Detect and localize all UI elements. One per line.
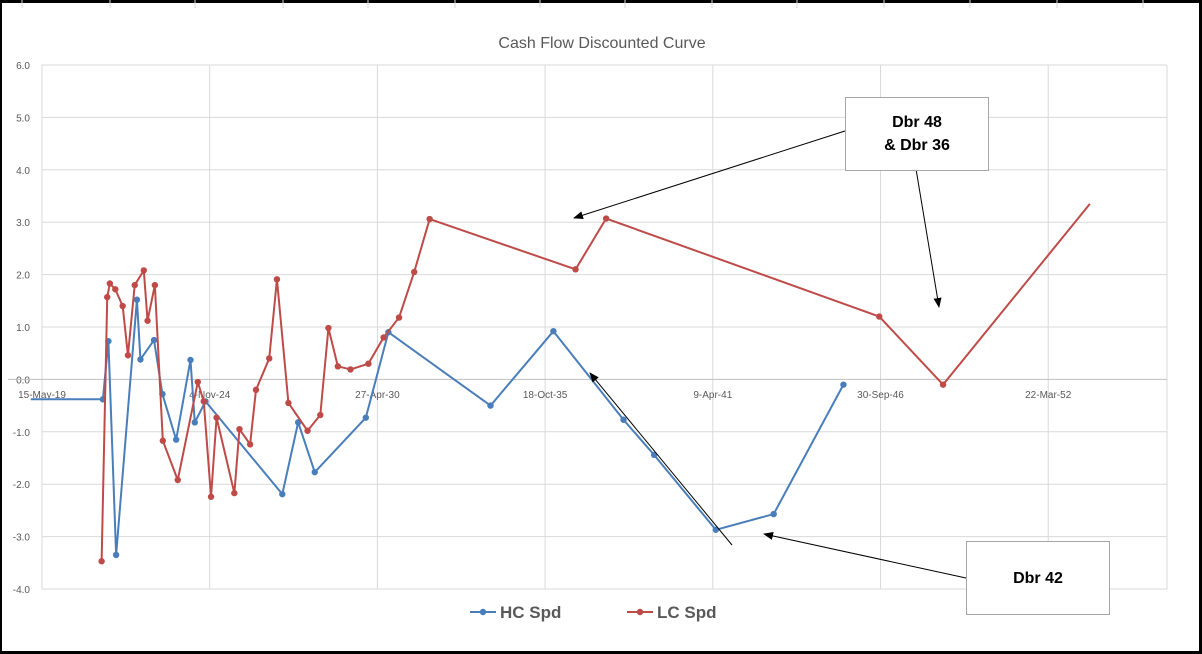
y-tick-label: 2.0 xyxy=(16,271,30,282)
data-point xyxy=(144,317,151,324)
y-tick-label: -2.0 xyxy=(13,480,31,491)
legend-item-lc-spd: LC Spd xyxy=(627,603,717,622)
data-point xyxy=(104,293,111,301)
y-axis-tick-labels: 6.0 5.0 4.0 3.0 2.0 1.0 0.0 -1.0 -2.0 -3.0 -4.0 xyxy=(13,61,31,596)
data-point xyxy=(174,476,181,484)
annotation-arrow-3 xyxy=(589,372,733,546)
data-point xyxy=(213,414,220,421)
x-tick-label: 27-Apr-30 xyxy=(355,390,400,401)
data-point xyxy=(266,355,273,362)
data-point xyxy=(279,490,286,498)
y-tick-label: 3.0 xyxy=(16,218,30,229)
data-point xyxy=(380,334,387,341)
data-point xyxy=(939,381,947,388)
annotation-callout-dbr42: Dbr 42 xyxy=(966,541,1110,615)
legend-label: LC Spd xyxy=(657,603,717,622)
legend: HC Spd LC Spd xyxy=(470,603,717,622)
data-point xyxy=(273,276,281,283)
data-point xyxy=(347,366,354,373)
annotation-line-2: & Dbr 36 xyxy=(884,137,950,154)
spreadsheet-cell-borders xyxy=(21,0,1144,8)
y-tick-label: 4.0 xyxy=(16,166,30,177)
data-point xyxy=(770,510,777,518)
data-point xyxy=(159,437,167,444)
data-point xyxy=(124,352,132,359)
data-point xyxy=(112,551,120,559)
y-tick-label: 1.0 xyxy=(16,323,30,334)
data-point xyxy=(550,327,557,335)
data-point xyxy=(252,386,260,394)
data-point xyxy=(106,280,114,287)
data-point xyxy=(395,314,403,321)
data-point xyxy=(133,296,141,303)
data-point xyxy=(317,411,324,419)
series-lc-spd xyxy=(98,203,1091,565)
annotation-callout-dbr48-dbr36: Dbr 48 & Dbr 36 xyxy=(845,97,989,171)
annotation-arrow-1 xyxy=(573,130,846,220)
data-point xyxy=(172,436,180,443)
annotation-arrows xyxy=(573,130,967,579)
data-point xyxy=(151,281,159,289)
data-point xyxy=(207,493,215,500)
data-point xyxy=(137,356,144,363)
data-point xyxy=(98,558,105,565)
annotation-line-1: Dbr 42 xyxy=(1013,569,1063,587)
data-point xyxy=(304,427,311,434)
series-layer xyxy=(30,203,1091,565)
data-point xyxy=(231,489,238,497)
x-axis-tick-labels: 15-May-19 4-Nov-24 27-Apr-30 18-Oct-35 9-Apr… xyxy=(18,390,1072,401)
data-point xyxy=(112,286,119,293)
chart-title: Cash Flow Discounted Curve xyxy=(498,35,705,52)
data-point xyxy=(119,302,126,310)
data-point xyxy=(572,266,579,273)
data-point xyxy=(140,267,147,274)
data-point xyxy=(131,281,138,289)
y-tick-label: -3.0 xyxy=(13,533,31,544)
x-tick-label: 9-Apr-41 xyxy=(693,390,732,401)
series-line xyxy=(30,298,845,556)
y-tick-label: 0.0 xyxy=(16,375,30,386)
annotation-arrow-2 xyxy=(915,168,942,308)
data-point xyxy=(187,356,194,364)
data-point xyxy=(487,402,494,409)
legend-marker-swatch xyxy=(636,608,644,616)
data-point xyxy=(334,363,342,370)
x-tick-label: 18-Oct-35 xyxy=(523,390,568,401)
data-point xyxy=(194,378,201,386)
data-point xyxy=(285,399,292,407)
y-tick-label: -4.0 xyxy=(13,585,31,596)
series-hc-spd xyxy=(30,296,847,559)
annotation-arrow-4 xyxy=(763,532,967,579)
data-point xyxy=(200,398,207,405)
data-point xyxy=(840,381,847,388)
legend-label: HC Spd xyxy=(500,603,561,622)
data-point xyxy=(365,360,372,367)
data-point xyxy=(150,336,158,344)
gridlines xyxy=(41,64,1168,590)
data-point xyxy=(602,215,610,222)
y-tick-label: 6.0 xyxy=(16,61,30,72)
data-point xyxy=(620,416,627,423)
annotation-line-1: Dbr 48 xyxy=(892,114,942,131)
data-point xyxy=(426,215,433,223)
data-point xyxy=(236,425,243,433)
y-tick-label: -1.0 xyxy=(13,428,31,439)
data-point xyxy=(411,268,418,276)
data-point xyxy=(712,526,720,533)
x-tick-label: 30-Sep-46 xyxy=(857,390,904,401)
data-point xyxy=(876,313,883,320)
x-tick-label: 4-Nov-24 xyxy=(189,390,231,401)
y-tick-label: 5.0 xyxy=(16,113,30,124)
x-tick-label: 15-May-19 xyxy=(18,390,66,401)
data-point xyxy=(362,414,370,421)
data-point xyxy=(191,419,198,426)
data-point xyxy=(311,468,318,476)
data-point xyxy=(325,324,332,332)
legend-marker-swatch xyxy=(479,608,487,616)
data-point xyxy=(246,441,254,448)
x-tick-label: 22-Mar-52 xyxy=(1025,390,1072,401)
legend-item-hc-spd: HC Spd xyxy=(470,603,561,622)
